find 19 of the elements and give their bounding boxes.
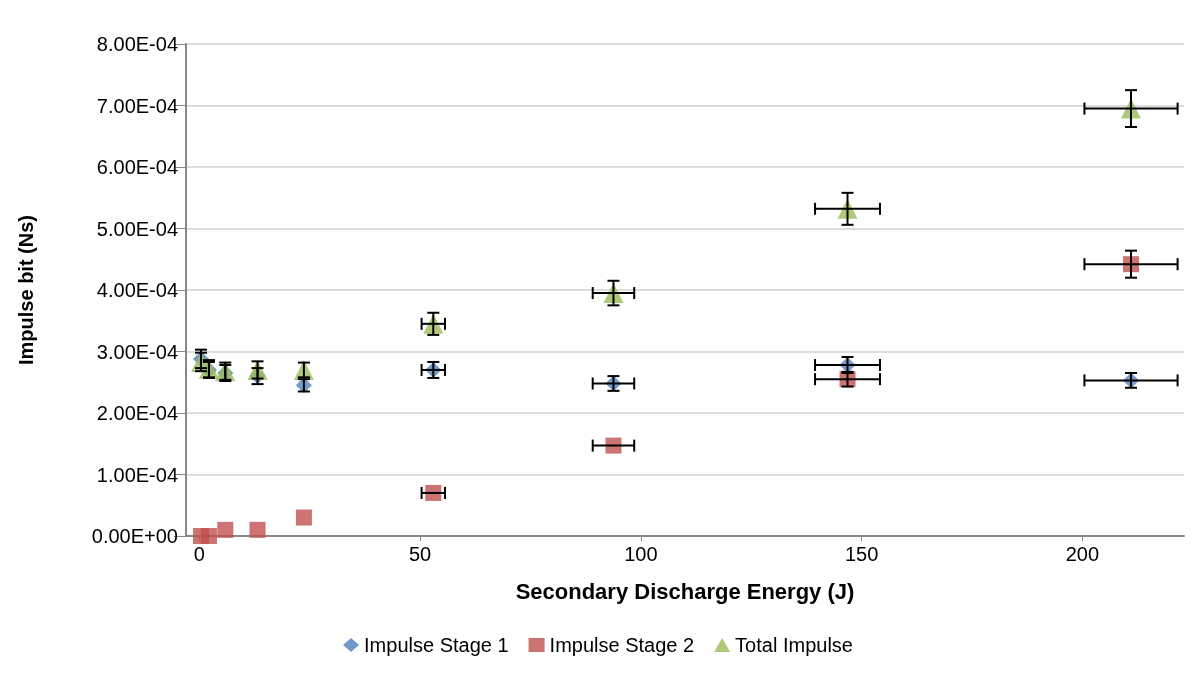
- x-tick-label: 200: [1065, 543, 1100, 565]
- y-tick-label: 0.00E+00: [91, 525, 178, 547]
- y-tick-label: 8.00E-04: [96, 33, 178, 55]
- y-tick-label: 7.00E-04: [96, 94, 178, 117]
- y-tick-label: 6.00E-04: [96, 156, 178, 178]
- x-tick-label: 100: [624, 543, 658, 565]
- y-tick-label: 1.00E-04: [96, 463, 178, 486]
- x-tick-label: 150: [844, 543, 879, 565]
- y-tick-label: 4.00E-04: [96, 279, 178, 301]
- legend-label: Impulse Stage 1: [364, 634, 509, 656]
- y-axis-title: Impulse bit (Ns): [15, 214, 37, 366]
- x-tick-label: 0: [193, 543, 205, 565]
- y-tick-label: 2.00E-04: [96, 402, 178, 424]
- legend-label: Total Impulse: [735, 634, 853, 656]
- legend-label: Impulse Stage 2: [549, 634, 695, 656]
- x-axis-title: Secondary Discharge Energy (J): [515, 578, 855, 604]
- x-tick-label: 50: [408, 543, 432, 565]
- y-tick-label: 5.00E-04: [96, 217, 178, 240]
- y-tick-label: 3.00E-04: [96, 340, 178, 363]
